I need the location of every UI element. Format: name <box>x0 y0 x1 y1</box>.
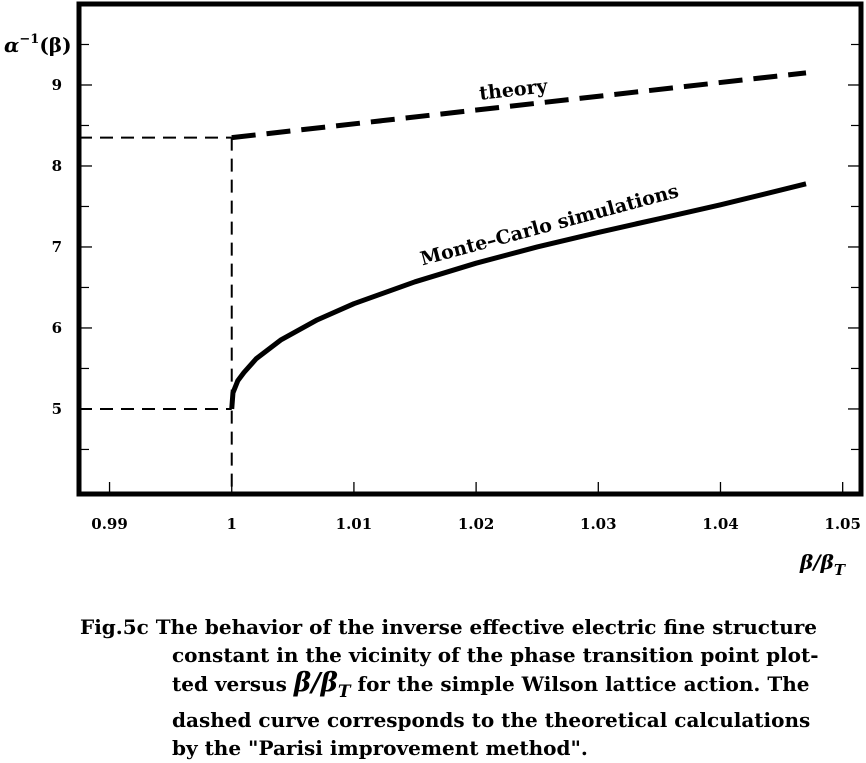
caption-line-1: Fig.5c The behavior of the inverse effec… <box>80 615 818 639</box>
caption-line-3-post: for the simple Wilson lattice action. Th… <box>350 672 810 696</box>
monte-carlo-curve <box>229 181 807 410</box>
series-layer <box>229 70 807 410</box>
y-tick-label: 8 <box>52 157 62 175</box>
ticks-layer: 0.99 1 1.01 1.02 1.03 1.04 1.05 5 6 7 8 9 <box>52 43 861 533</box>
plot-frame <box>76 1 864 497</box>
theory-curve <box>231 70 807 141</box>
caption-line-5: by the "Parisi improvement method". <box>172 736 588 761</box>
x-tick-label: 1.03 <box>580 515 617 533</box>
x-tick-label: 1.01 <box>336 515 373 533</box>
y-axis-label-arg: (β) <box>39 33 71 57</box>
x-tick-label: 1.05 <box>824 515 861 533</box>
x-tick-label: 0.99 <box>91 515 128 533</box>
figure-caption: Fig.5c The behavior of the inverse effec… <box>80 613 864 762</box>
caption-math-ratio: β/βT <box>293 668 351 702</box>
caption-line-4: dashed curve corresponds to the theoreti… <box>172 708 811 733</box>
y-tick-label: 5 <box>52 400 62 418</box>
caption-math-main: β/β <box>293 668 338 698</box>
y-axis-label-superscript: −1 <box>19 32 39 47</box>
caption-math-sub: T <box>337 682 351 703</box>
x-axis-label: β/βT <box>799 550 847 579</box>
x-tick-label: 1.02 <box>458 515 495 533</box>
y-tick-label: 9 <box>52 76 62 94</box>
x-tick-label: 1.04 <box>702 515 739 533</box>
theory-annotation: theory <box>478 75 549 105</box>
caption-line-2: constant in the vicinity of the phase tr… <box>172 643 819 667</box>
x-axis-label-main: β/β <box>799 550 834 574</box>
reference-lines <box>79 136 233 494</box>
y-axis-label-main: α <box>4 33 19 57</box>
caption-line-3: ted versus β/βT for the simple Wilson la… <box>80 669 864 706</box>
y-axis-label: α−1(β) <box>4 32 72 57</box>
y-tick-label: 6 <box>52 319 62 337</box>
x-tick-label: 1 <box>227 515 237 533</box>
y-tick-label: 7 <box>52 238 62 256</box>
x-axis-label-subscript: T <box>834 561 847 579</box>
caption-line-3-pre: ted versus <box>172 672 294 696</box>
